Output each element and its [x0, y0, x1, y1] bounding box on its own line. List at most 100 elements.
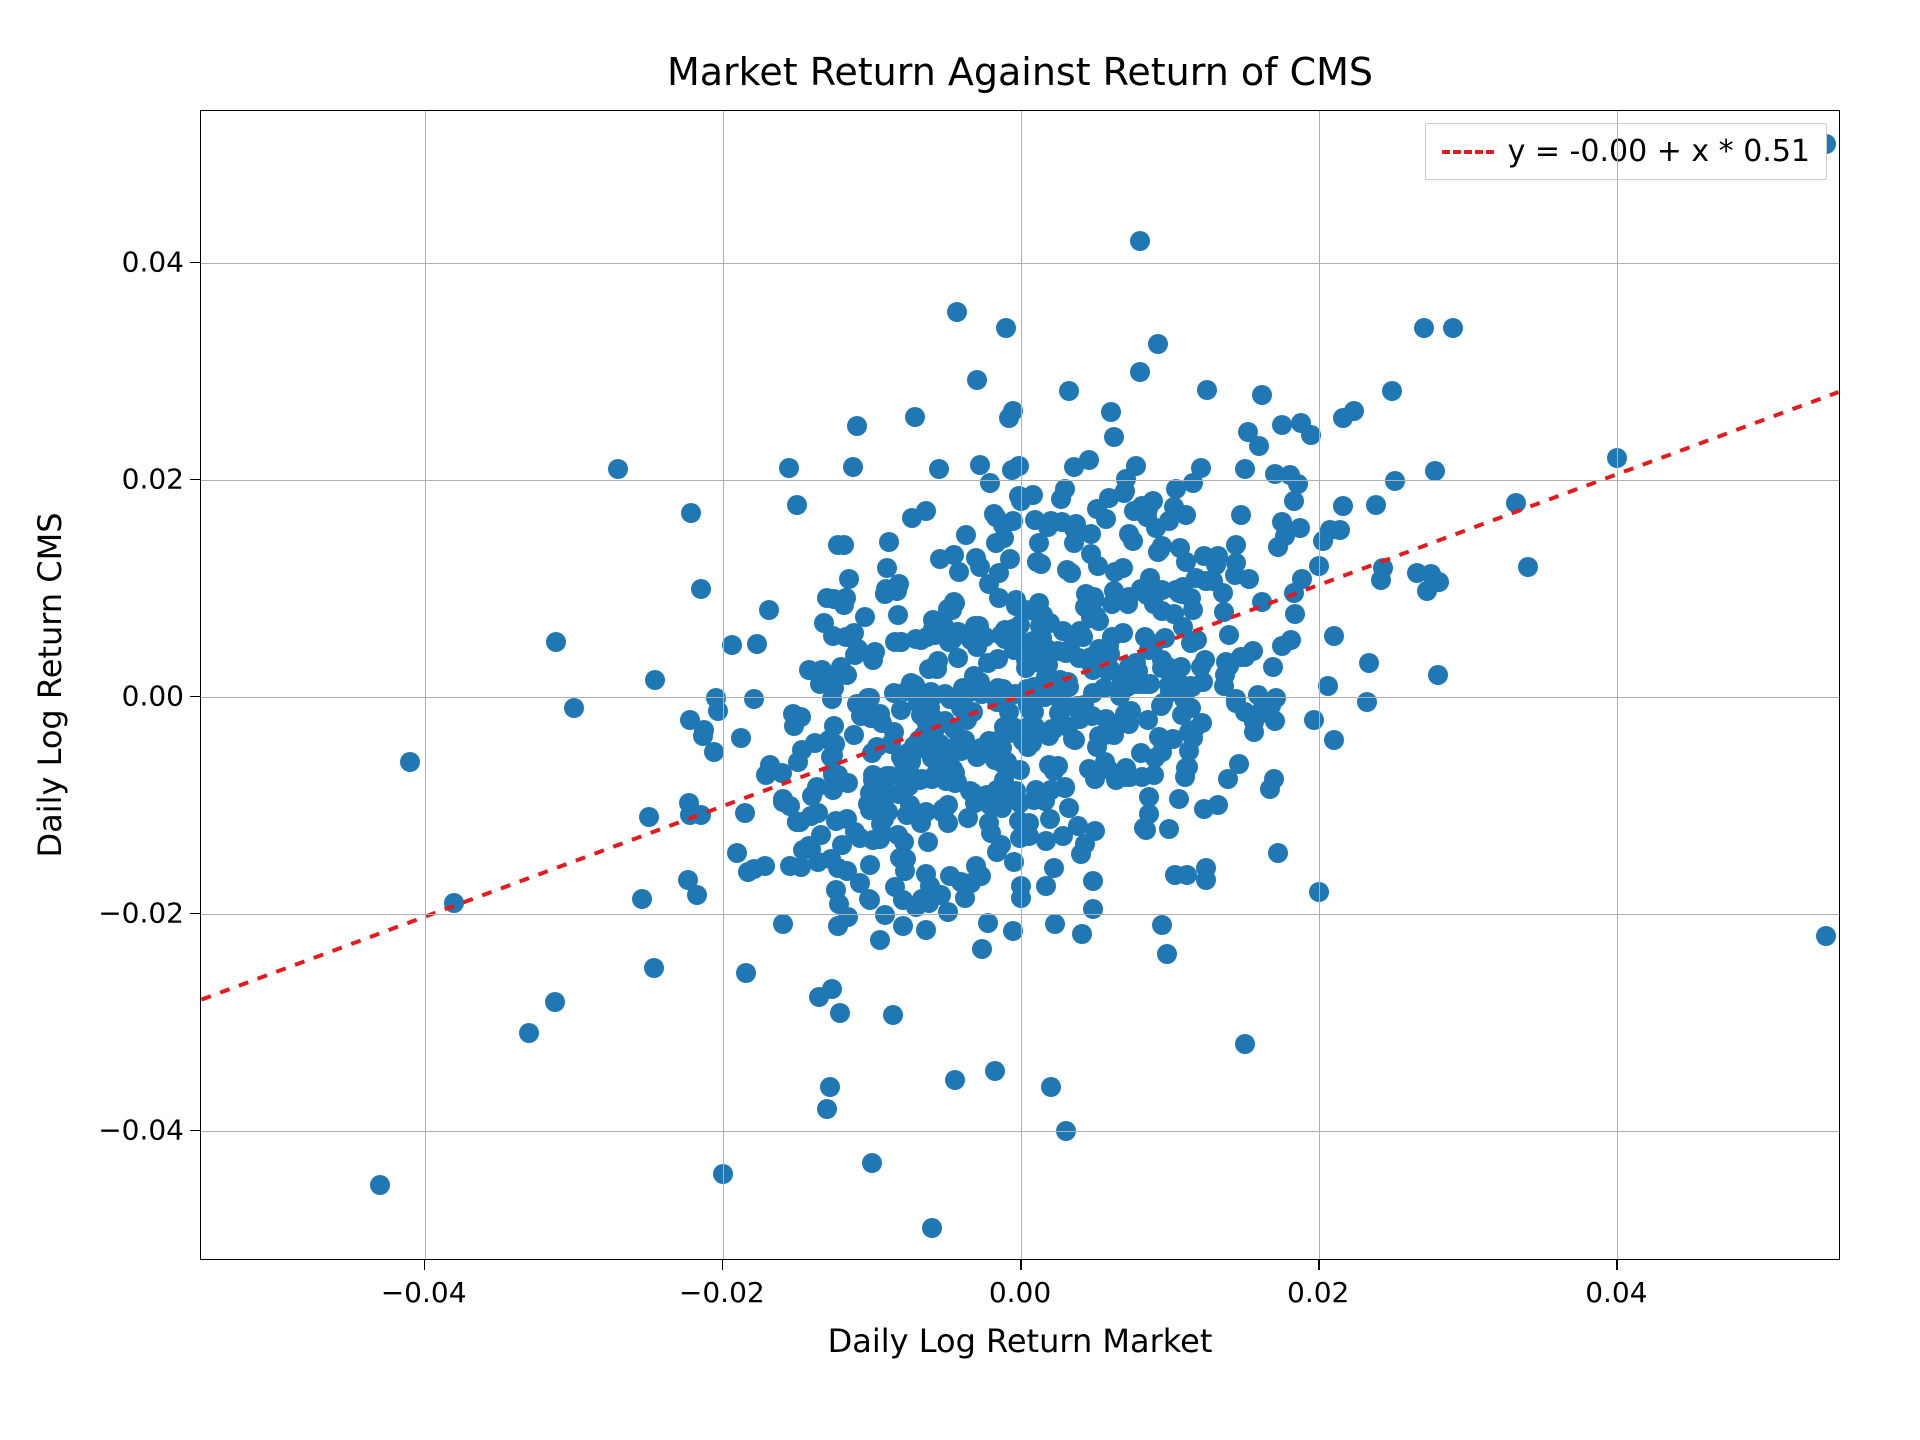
scatter-point [1059, 798, 1079, 818]
scatter-point [897, 805, 917, 825]
scatter-point [933, 799, 953, 819]
scatter-point [1120, 767, 1140, 787]
x-tick-mark [424, 1260, 426, 1270]
scatter-point [843, 457, 863, 477]
scatter-point [1085, 769, 1105, 789]
scatter-point [867, 737, 887, 757]
scatter-point [1196, 870, 1216, 890]
scatter-point [947, 302, 967, 322]
scatter-point [1137, 585, 1157, 605]
scatter-point [1170, 538, 1190, 558]
x-tick-mark [1318, 1260, 1320, 1270]
scatter-point [963, 702, 983, 722]
scatter-point [879, 532, 899, 552]
scatter-point [1186, 568, 1206, 588]
scatter-point [961, 873, 981, 893]
scatter-point [1239, 569, 1259, 589]
scatter-point [1030, 616, 1050, 636]
gridline-h [201, 697, 1839, 698]
scatter-point [1357, 692, 1377, 712]
scatter-point [820, 1077, 840, 1097]
chart-title: Market Return Against Return of CMS [667, 50, 1373, 94]
scatter-point [1036, 667, 1056, 687]
scatter-point [400, 752, 420, 772]
scatter-point [807, 777, 827, 797]
x-tick-label: −0.02 [679, 1276, 765, 1309]
scatter-point [1291, 413, 1311, 433]
scatter-point [608, 459, 628, 479]
scatter-point [1024, 702, 1044, 722]
scatter-point [826, 880, 846, 900]
scatter-point [1023, 485, 1043, 505]
scatter-point [1304, 710, 1324, 730]
scatter-point [370, 1175, 390, 1195]
scatter-point [773, 789, 793, 809]
scatter-point [1053, 826, 1073, 846]
scatter-point [1235, 459, 1255, 479]
scatter-point [995, 629, 1015, 649]
scatter-point [945, 1070, 965, 1090]
scatter-point [1159, 511, 1179, 531]
scatter-point [985, 1061, 1005, 1081]
scatter-point [1407, 563, 1427, 583]
scatter-point [1344, 401, 1364, 421]
scatter-point [1382, 381, 1402, 401]
scatter-point [836, 588, 856, 608]
scatter-point [1163, 729, 1183, 749]
scatter-point [877, 558, 897, 578]
scatter-point [986, 533, 1006, 553]
scatter-point [1040, 809, 1060, 829]
scatter-point [736, 963, 756, 983]
scatter-point [1114, 483, 1134, 503]
scatter-point [1285, 604, 1305, 624]
y-tick-label: 0.00 [122, 679, 184, 712]
scatter-point [1139, 787, 1159, 807]
scatter-point [888, 605, 908, 625]
scatter-point [904, 768, 924, 788]
scatter-point [875, 905, 895, 925]
scatter-point [1428, 665, 1448, 685]
scatter-point [1429, 572, 1449, 592]
scatter-point [632, 889, 652, 909]
scatter-point [862, 1153, 882, 1173]
scatter-point [1101, 402, 1121, 422]
scatter-point [731, 728, 751, 748]
scatter-point [828, 858, 848, 878]
scatter-point [1252, 385, 1272, 405]
scatter-point [922, 1218, 942, 1238]
scatter-point [1183, 600, 1203, 620]
scatter-point [1148, 542, 1168, 562]
scatter-point [905, 407, 925, 427]
y-tick-mark [190, 913, 200, 915]
x-tick-label: 0.04 [1585, 1276, 1647, 1309]
scatter-point [1181, 698, 1201, 718]
scatter-point [1027, 552, 1047, 572]
scatter-point [1089, 726, 1109, 746]
gridline-v [425, 111, 426, 1259]
scatter-point [1083, 899, 1103, 919]
scatter-point [1816, 926, 1836, 946]
scatter-point [1208, 546, 1228, 566]
scatter-point [936, 750, 956, 770]
scatter-point [1157, 944, 1177, 964]
scatter-point [1081, 524, 1101, 544]
scatter-point [1130, 362, 1150, 382]
scatter-point [985, 750, 1005, 770]
scatter-point [1333, 496, 1353, 516]
scatter-point [953, 678, 973, 698]
scatter-point [883, 1005, 903, 1025]
scatter-point [1194, 799, 1214, 819]
scatter-point [876, 579, 896, 599]
scatter-point [1263, 657, 1283, 677]
scatter-point [1137, 507, 1157, 527]
scatter-point [1076, 584, 1096, 604]
y-tick-mark [190, 696, 200, 698]
scatter-point [1048, 756, 1068, 776]
scatter-point [546, 632, 566, 652]
scatter-point [645, 670, 665, 690]
scatter-point [1197, 380, 1217, 400]
scatter-point [1238, 422, 1258, 442]
gridline-v [1021, 111, 1022, 1259]
legend: y = -0.00 + x * 0.51 [1425, 123, 1827, 180]
scatter-point [1506, 493, 1526, 513]
